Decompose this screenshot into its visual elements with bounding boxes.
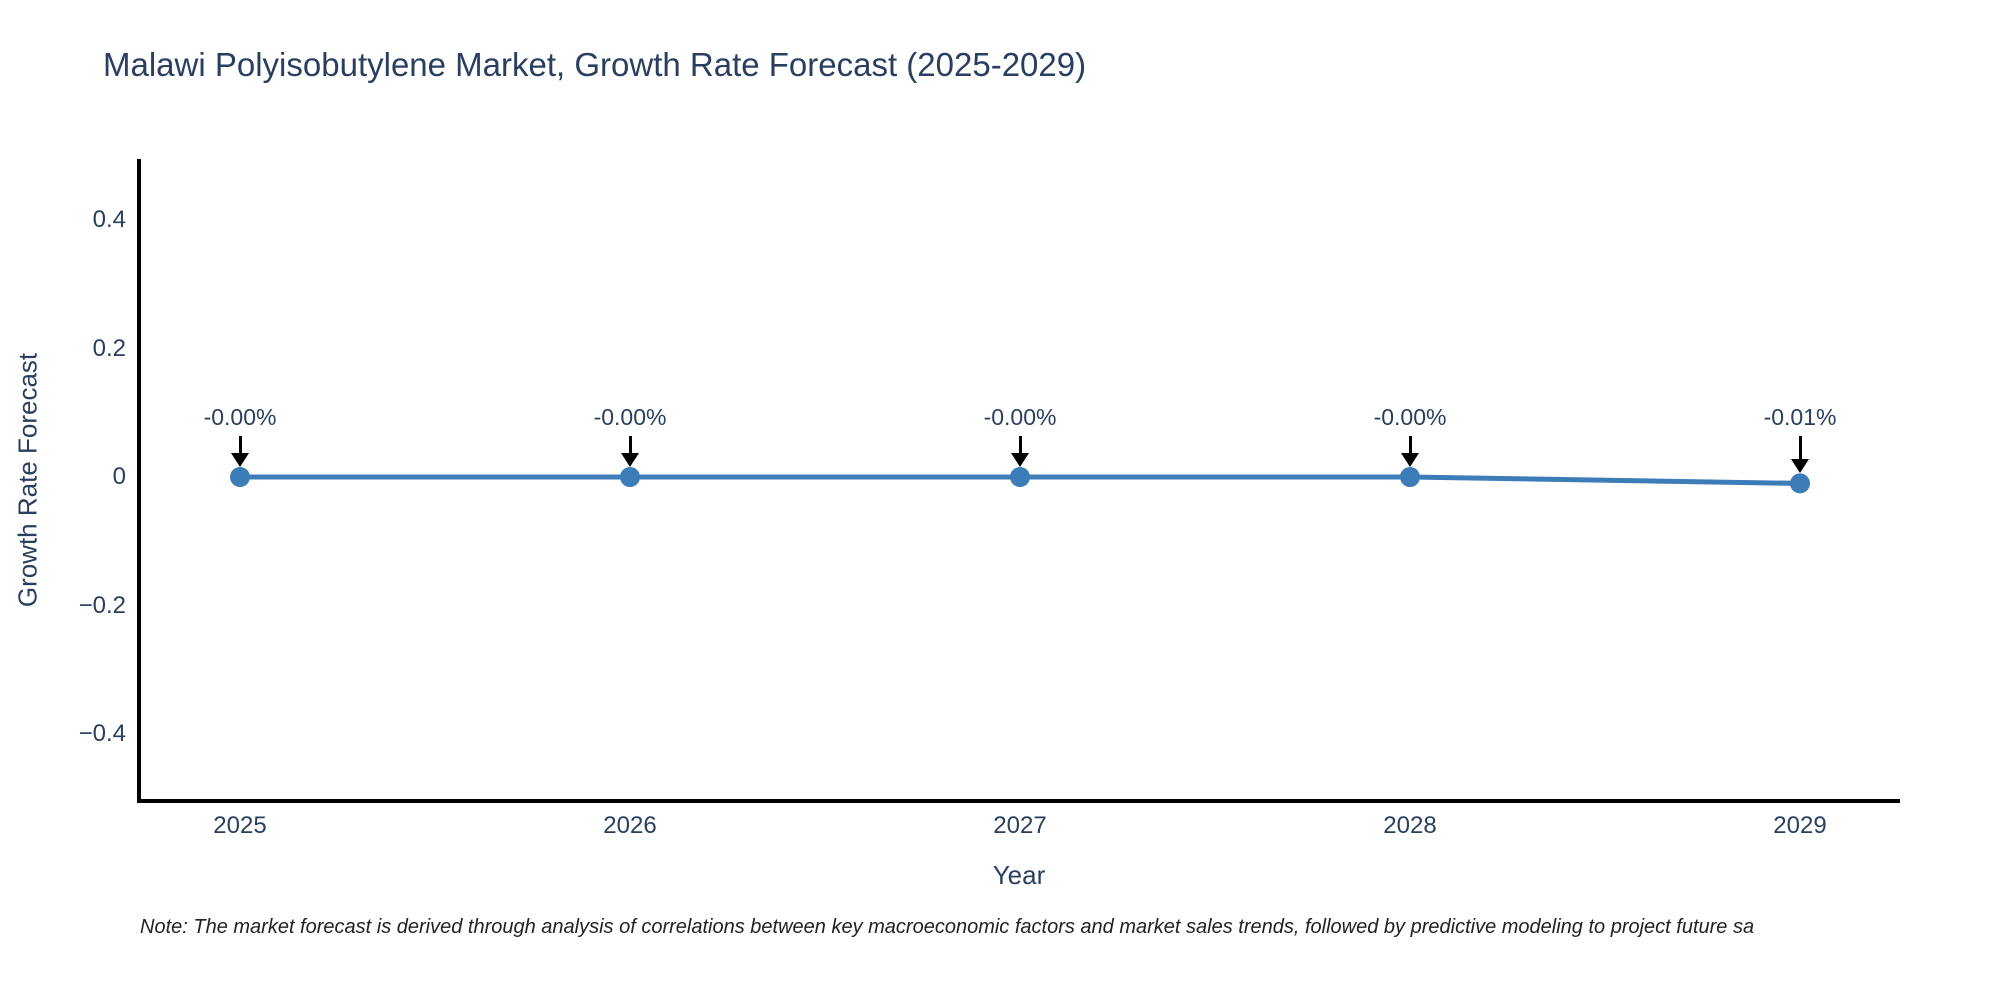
point-annotation-label: -0.00% <box>203 404 277 430</box>
x-axis-title: Year <box>992 860 1046 890</box>
x-tick-label: 2027 <box>993 812 1047 839</box>
y-tick-label: 0.4 <box>92 206 126 233</box>
y-axis-line <box>137 159 141 803</box>
data-point-marker[interactable] <box>1400 467 1420 487</box>
data-point-marker[interactable] <box>1010 467 1030 487</box>
y-tick-label: 0.2 <box>92 334 126 362</box>
x-tick-label: 2025 <box>213 812 267 839</box>
y-tick-label: 0 <box>112 463 126 490</box>
point-annotation-label: -0.00% <box>593 404 667 430</box>
data-point-marker[interactable] <box>620 467 640 487</box>
x-axis-line <box>137 799 1900 803</box>
annotation-arrow <box>1408 436 1412 453</box>
y-tick-label: −0.4 <box>78 720 126 747</box>
x-tick-label: 2029 <box>1773 812 1827 839</box>
point-annotation-label: -0.01% <box>1763 404 1837 430</box>
y-tick-label: −0.2 <box>78 591 126 619</box>
annotation-arrow <box>1798 436 1802 460</box>
annotation-arrowhead-icon <box>621 453 639 467</box>
point-annotation-label: -0.00% <box>1373 404 1447 430</box>
footnote: Note: The market forecast is derived thr… <box>140 916 1755 938</box>
annotation-arrowhead-icon <box>1011 453 1029 467</box>
x-tick-label: 2026 <box>603 812 657 839</box>
annotation-arrow <box>628 436 632 453</box>
annotation-arrowhead-icon <box>1401 453 1419 467</box>
annotation-arrowhead-icon <box>1791 459 1809 474</box>
x-tick-label: 2028 <box>1383 812 1437 839</box>
chart-title: Malawi Polyisobutylene Market, Growth Ra… <box>103 46 1087 83</box>
data-point-marker[interactable] <box>1790 473 1810 494</box>
point-annotation-label: -0.00% <box>983 404 1057 430</box>
annotation-arrow <box>1018 436 1022 453</box>
annotation-arrowhead-icon <box>231 453 249 467</box>
data-point-marker[interactable] <box>230 467 250 487</box>
annotation-arrow <box>238 436 242 453</box>
